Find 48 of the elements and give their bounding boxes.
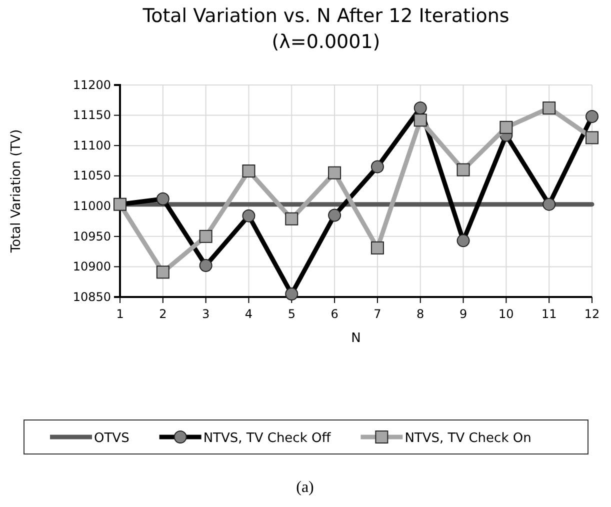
point <box>456 234 470 248</box>
y-axis-title: Total Variation (TV) <box>9 129 24 254</box>
legend-label: NTVS, TV Check Off <box>203 431 332 446</box>
point <box>199 230 212 243</box>
x-tick-label: 1 <box>116 307 124 321</box>
point <box>156 266 170 279</box>
x-tick-label: 2 <box>159 307 167 321</box>
point <box>542 198 556 211</box>
point <box>414 102 427 115</box>
point <box>285 212 298 226</box>
point <box>242 209 256 222</box>
y-tick-label: 11100 <box>72 138 111 152</box>
point <box>285 287 298 300</box>
y-tick-label: 11200 <box>72 78 111 92</box>
y-tick-label: 10950 <box>72 229 111 244</box>
point <box>328 208 342 222</box>
point <box>370 241 384 254</box>
legend-label: OTVS <box>94 431 130 446</box>
x-tick-label: 5 <box>288 307 296 321</box>
x-tick-label: 12 <box>584 307 600 321</box>
text: (a) <box>296 479 314 496</box>
y-tick-label: 11000 <box>72 198 111 213</box>
point <box>542 102 556 115</box>
x-tick-label: 4 <box>244 307 253 321</box>
point <box>456 163 470 176</box>
y-tick-label: 10850 <box>72 290 111 304</box>
point <box>156 192 170 206</box>
x-tick-label: 10 <box>498 307 514 321</box>
x-axis-title: N <box>351 331 361 346</box>
point <box>586 131 598 144</box>
point <box>586 110 598 123</box>
point <box>242 164 256 178</box>
point <box>500 120 513 134</box>
chart-title: Total Variation vs. N After 12 Iterations (λ=0.0001) <box>142 5 510 53</box>
x-tick-label: 8 <box>416 307 424 321</box>
y-tick-label: 11050 <box>72 168 111 183</box>
point <box>199 259 212 272</box>
x-tick-label: 7 <box>374 307 382 321</box>
x-tick-label: 6 <box>330 307 338 321</box>
x-tick-label: 11 <box>541 307 557 321</box>
x-tick-label: 3 <box>202 307 210 321</box>
legend-label: NTVS, TV Check On <box>404 431 532 446</box>
point <box>370 160 384 174</box>
y-tick-label: 10900 <box>72 260 111 274</box>
x-tick-label: 9 <box>459 307 468 321</box>
point <box>414 114 427 127</box>
y-tick-label: 11150 <box>72 108 111 122</box>
point <box>328 166 342 180</box>
